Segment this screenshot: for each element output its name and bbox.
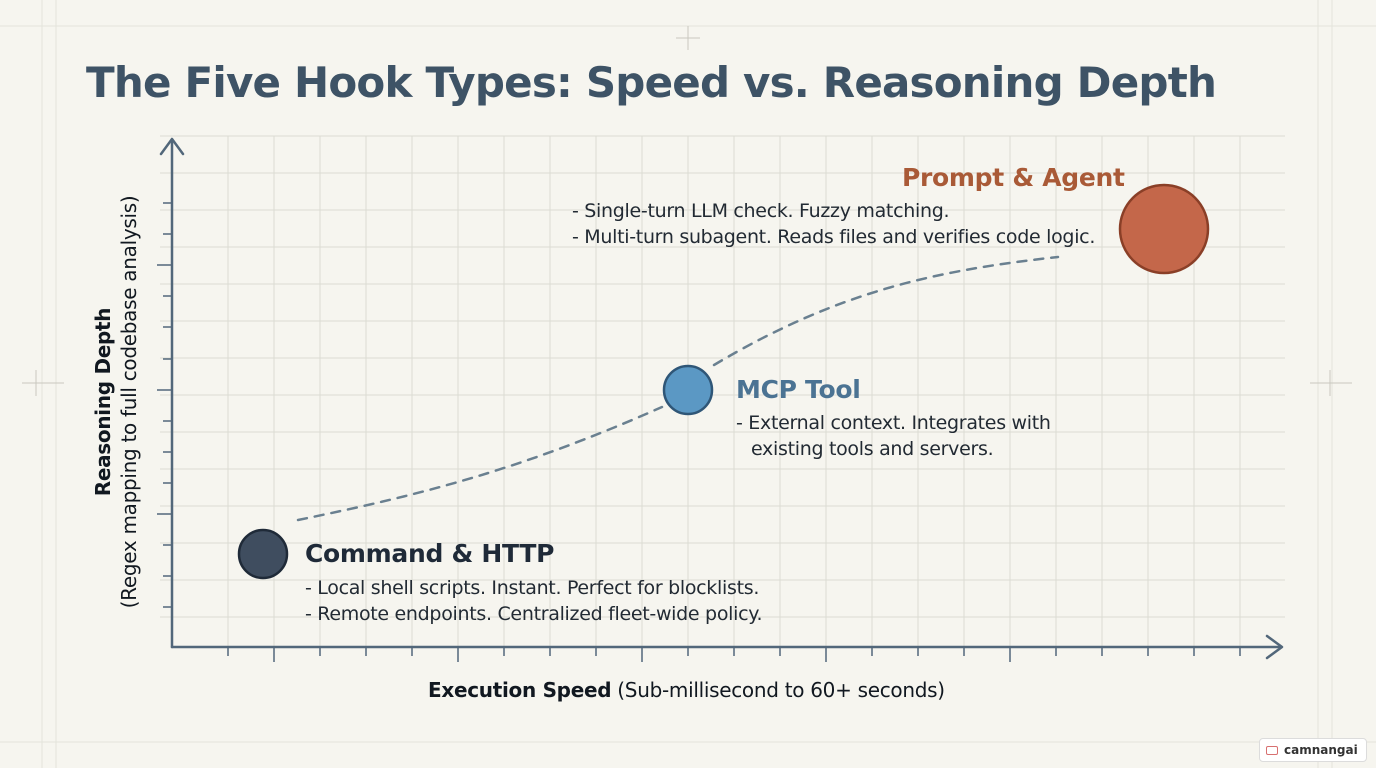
description-line: existing tools and servers. xyxy=(751,438,994,460)
watermark-badge: camnangai xyxy=(1259,738,1367,762)
command-http-node xyxy=(237,528,289,580)
prompt-agent-title: Prompt & Agent xyxy=(902,163,1125,192)
x-axis-label-rest: (Sub-millisecond to 60+ seconds) xyxy=(611,678,945,702)
mcp-tool-node xyxy=(662,364,714,416)
prompt-agent-description: - Single-turn LLM check. Fuzzy matching.… xyxy=(572,198,1095,250)
y-axis-arrow xyxy=(159,137,185,156)
page-title: The Five Hook Types: Speed vs. Reasoning… xyxy=(86,58,1217,107)
description-line: - Multi-turn subagent. Reads files and v… xyxy=(572,226,1096,248)
watermark-text: camnangai xyxy=(1284,743,1358,757)
grid xyxy=(160,135,1285,647)
mcp-tool-description: - External context. Integrates with exis… xyxy=(736,410,1051,462)
ticket-icon xyxy=(1266,745,1278,755)
mcp-tool-title: MCP Tool xyxy=(736,375,861,404)
description-line: - Remote endpoints. Centralized fleet-wi… xyxy=(305,603,763,625)
x-axis-label-bold: Execution Speed xyxy=(428,678,612,702)
trend-curve xyxy=(296,255,1060,522)
x-axis-label: Execution Speed (Sub-millisecond to 60+ … xyxy=(428,678,945,702)
y-axis-label: Reasoning Depth (Regex mapping to full c… xyxy=(90,196,142,609)
command-http-description: - Local shell scripts. Instant. Perfect … xyxy=(305,575,763,627)
x-axis-ticks xyxy=(227,647,1241,662)
y-axis-label-rest: (Regex mapping to full codebase analysis… xyxy=(117,195,141,609)
y-axis-label-bold: Reasoning Depth xyxy=(91,307,115,497)
command-http-title: Command & HTTP xyxy=(305,539,555,568)
description-line: - Single-turn LLM check. Fuzzy matching. xyxy=(572,200,950,222)
x-axis-arrow xyxy=(1265,634,1284,660)
prompt-agent-node xyxy=(1118,183,1210,275)
y-axis-ticks xyxy=(157,202,172,608)
crosshair-marks xyxy=(22,26,1352,396)
axes xyxy=(159,137,1284,660)
description-line: - External context. Integrates with xyxy=(736,412,1051,434)
description-line: - Local shell scripts. Instant. Perfect … xyxy=(305,577,760,599)
